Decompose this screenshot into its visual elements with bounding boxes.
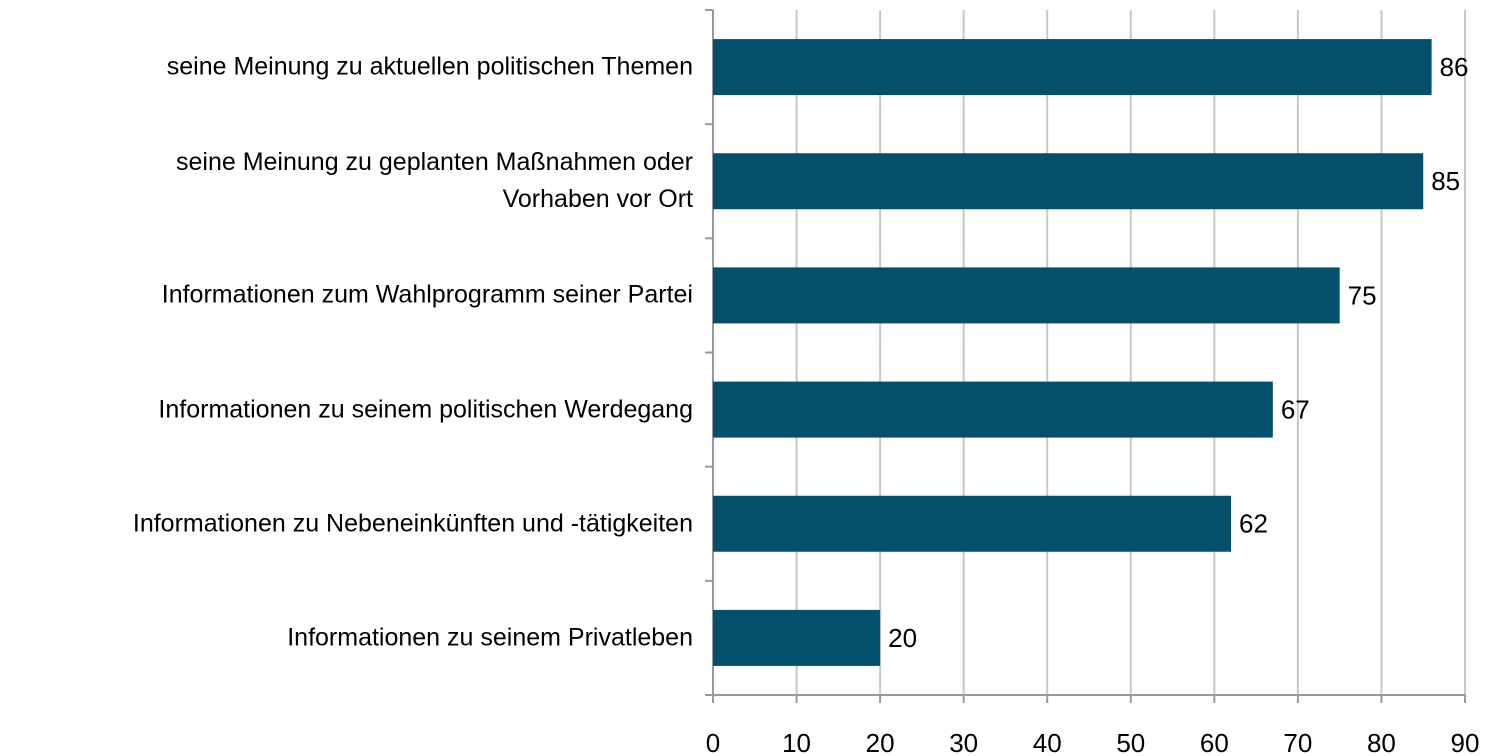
value-label: 67 (1281, 394, 1310, 424)
category-label: Informationen zu seinem Privatleben (287, 623, 693, 652)
category-label: Informationen zu seinem politischen Werd… (158, 395, 693, 424)
x-tick-label: 90 (1451, 728, 1480, 756)
bar (713, 267, 1340, 324)
x-tick-label: 60 (1200, 728, 1229, 756)
value-label: 62 (1239, 509, 1268, 539)
bar (713, 609, 881, 666)
x-tick-label: 20 (866, 728, 895, 756)
x-tick-label: 50 (1116, 728, 1145, 756)
category-label: Informationen zu Nebeneinkünften und -tä… (132, 509, 693, 538)
x-tick-label: 30 (949, 728, 978, 756)
x-tick-label: 0 (706, 728, 720, 756)
value-label: 75 (1348, 280, 1377, 310)
category-label: Informationen zum Wahlprogramm seiner Pa… (161, 280, 693, 309)
value-label: 85 (1431, 166, 1460, 196)
x-tick-label: 10 (782, 728, 811, 756)
x-tick-label: 40 (1033, 728, 1062, 756)
bar (713, 495, 1232, 552)
category-label: seine Meinung zu geplanten Maßnahmen ode… (175, 148, 693, 214)
bar (713, 39, 1432, 96)
value-label: 20 (888, 623, 917, 653)
category-label: seine Meinung zu aktuellen politischen T… (166, 52, 693, 81)
bar (713, 153, 1424, 210)
x-tick-label: 80 (1367, 728, 1396, 756)
bar (713, 381, 1273, 438)
value-label: 86 (1440, 52, 1469, 82)
x-tick-label: 70 (1283, 728, 1312, 756)
